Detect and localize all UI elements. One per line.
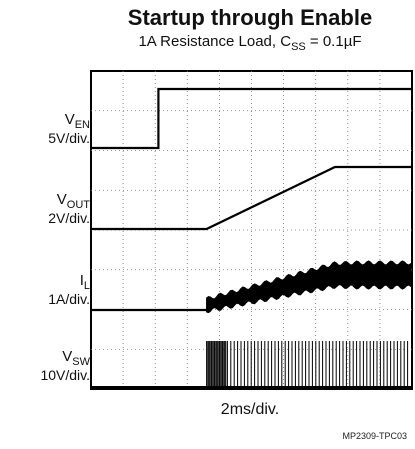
channel-label-ven: VEN 5V/div. <box>48 111 90 147</box>
trace-vout <box>91 165 412 231</box>
channel-symbol-ven: VEN <box>64 111 90 131</box>
subtitle-subscript: SS <box>291 41 306 53</box>
subtitle-prefix: 1A Resistance Load, C <box>138 33 292 50</box>
x-axis-label: 2ms/div. <box>220 401 280 418</box>
channel-symbol-vout: VOUT <box>56 191 90 211</box>
figure-id: MP2309-TPC03 <box>342 431 407 441</box>
channel-scale-vout: 2V/div. <box>48 210 90 226</box>
trace-ven <box>91 87 412 150</box>
trace-il-ripple <box>206 260 412 314</box>
channel-symbol-il: IL <box>79 272 90 292</box>
channel-symbol-vsw: VSW <box>62 348 90 368</box>
channel-label-vsw: VSW 10V/div. <box>40 348 90 384</box>
chart-subtitle: 1A Resistance Load, CSS = 0.1µF <box>90 33 410 53</box>
trace-vsw-dense-region <box>206 341 226 386</box>
channel-label-il: IL 1A/div. <box>48 272 90 308</box>
channel-scale-ven: 5V/div. <box>48 130 90 146</box>
channel-label-vout: VOUT 2V/div. <box>48 191 90 227</box>
channel-scale-il: 1A/div. <box>48 291 90 307</box>
channel-scale-vsw: 10V/div. <box>40 367 90 383</box>
subtitle-suffix: = 0.1µF <box>305 33 362 50</box>
chart-title: Startup through Enable <box>127 5 373 30</box>
